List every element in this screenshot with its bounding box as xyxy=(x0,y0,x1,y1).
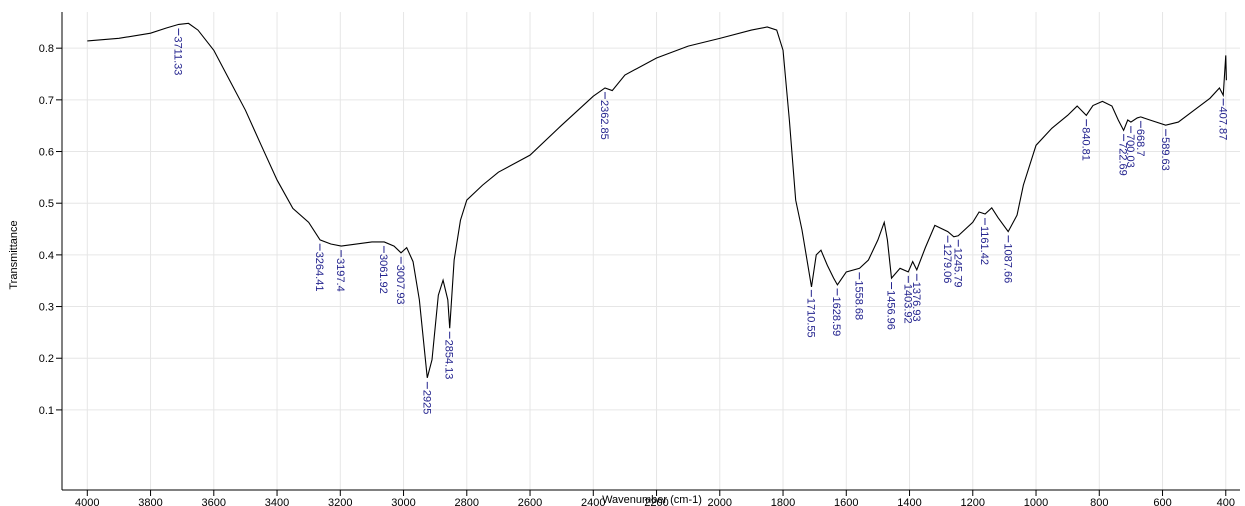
y-tick-label: 0.8 xyxy=(39,43,54,55)
annotation-label: 1161.42 xyxy=(978,226,990,265)
y-tick-label: 0.1 xyxy=(39,405,54,417)
annotation-label: 1087.66 xyxy=(1001,243,1013,283)
x-tick-label: 600 xyxy=(1153,497,1171,506)
annotation-label: 407.87 xyxy=(1216,107,1228,141)
annotation-label: 3264.41 xyxy=(313,252,325,292)
annotation-label: 1279.06 xyxy=(941,244,953,284)
x-tick-label: 1400 xyxy=(897,497,921,506)
annotation-label: 3007.93 xyxy=(394,265,406,305)
x-tick-label: 1200 xyxy=(961,497,985,506)
x-tick-label: 3800 xyxy=(138,497,162,506)
x-tick-label: 800 xyxy=(1090,497,1108,506)
x-tick-label: 2000 xyxy=(708,497,732,506)
x-tick-label: 3200 xyxy=(328,497,352,506)
annotation-label: 1403.92 xyxy=(901,284,913,324)
annotation-label: 722.69 xyxy=(1117,142,1129,176)
x-tick-label: 2200 xyxy=(644,497,668,506)
annotation-label: 2362.85 xyxy=(598,100,610,140)
spectrum-line xyxy=(87,22,1227,378)
y-tick-label: 0.6 xyxy=(39,147,54,159)
x-tick-label: 4000 xyxy=(75,497,99,506)
x-tick-label: 2800 xyxy=(455,497,479,506)
x-tick-label: 2600 xyxy=(518,497,542,506)
annotation-label: 1245.79 xyxy=(951,248,963,288)
y-tick-label: 0.2 xyxy=(39,353,54,365)
x-tick-label: 1600 xyxy=(834,497,858,506)
y-tick-label: 0.5 xyxy=(39,198,54,210)
y-axis-label: Transmittance xyxy=(8,220,20,289)
annotation-label: 3711.33 xyxy=(172,36,184,75)
x-tick-label: 2400 xyxy=(581,497,605,506)
x-axis-label: Wavenumber (cm-1) xyxy=(602,494,702,506)
x-tick-label: 1800 xyxy=(771,497,795,506)
x-tick-label: 1000 xyxy=(1024,497,1048,506)
annotation-label: 1456.96 xyxy=(885,290,897,330)
y-tick-label: 0.4 xyxy=(39,250,54,262)
annotation-label: 1628.59 xyxy=(830,297,842,337)
annotation-label: 1710.55 xyxy=(804,298,816,338)
annotation-label: 700.03 xyxy=(1124,134,1136,168)
annotation-label: 668.7 xyxy=(1134,129,1146,157)
x-tick-label: 3400 xyxy=(265,497,289,506)
annotation-label: 2925 xyxy=(420,390,432,414)
annotation-label: 1376.93 xyxy=(910,282,922,322)
annotation-label: 2854.13 xyxy=(443,340,455,380)
annotation-label: 589.63 xyxy=(1159,137,1171,171)
x-tick-label: 3000 xyxy=(391,497,415,506)
y-tick-label: 0.7 xyxy=(39,95,54,107)
x-tick-label: 400 xyxy=(1217,497,1235,506)
annotation-label: 840.81 xyxy=(1079,127,1091,161)
annotation-label: 3061.92 xyxy=(377,254,389,294)
y-tick-label: 0.3 xyxy=(39,302,54,314)
annotation-label: 3197.4 xyxy=(334,258,346,292)
annotation-label: 1558.68 xyxy=(852,280,864,320)
x-tick-label: 3600 xyxy=(202,497,226,506)
